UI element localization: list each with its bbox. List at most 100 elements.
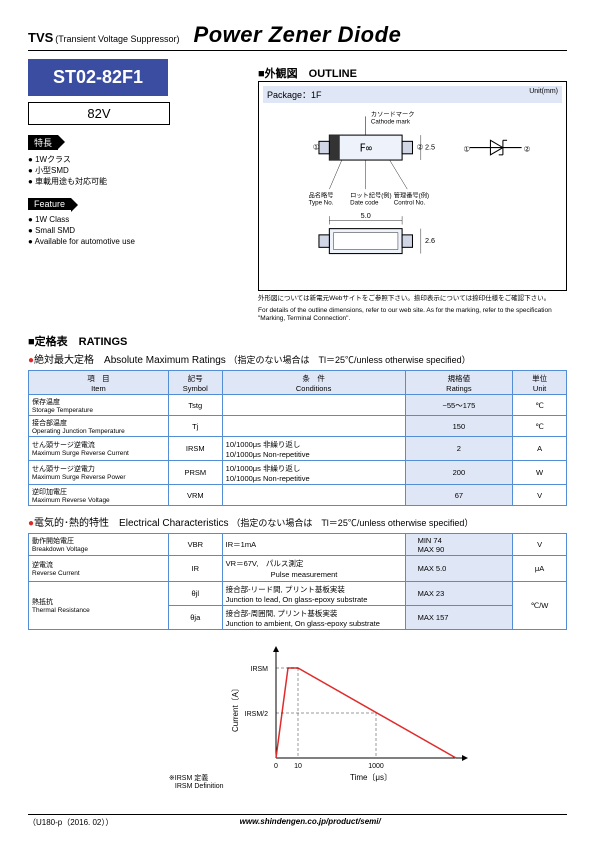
table-cell: 200 bbox=[405, 461, 513, 485]
svg-text:2.6: 2.6 bbox=[425, 236, 435, 245]
table-cell: 接合部-リード間, プリント基板実装 Junction to lead, On … bbox=[222, 582, 405, 606]
table-cell: 2 bbox=[405, 437, 513, 461]
col-conditions: 条 件 Conditions bbox=[222, 371, 405, 395]
table-cell: VR＝67V, パルス測定 Pulse measurement bbox=[222, 556, 405, 582]
col-symbol: 記号 Symbol bbox=[168, 371, 222, 395]
table-cell bbox=[222, 485, 405, 506]
table-cell: 逆電流Reverse Current bbox=[29, 556, 169, 582]
table-cell: ℃ bbox=[513, 395, 567, 416]
svg-text:Current〔A〕: Current〔A〕 bbox=[231, 684, 240, 732]
svg-text:②: ② bbox=[524, 145, 531, 154]
list-item: 1Wクラス bbox=[28, 154, 258, 165]
col-unit: 単位 Unit bbox=[513, 371, 567, 395]
main-title: Power Zener Diode bbox=[194, 22, 402, 48]
table-cell: W bbox=[513, 461, 567, 485]
table-cell: 10/1000μs 非繰り返し 10/1000μs Non-repetitive bbox=[222, 461, 405, 485]
table-cell: 67 bbox=[405, 485, 513, 506]
features-jp-tag: 特長 bbox=[28, 135, 58, 150]
tvs-label: TVS bbox=[28, 30, 53, 45]
col-ratings: 規格値 Ratings bbox=[405, 371, 513, 395]
table-cell: 接合部温度Operating Junction Temperature bbox=[29, 416, 169, 437]
table-cell: 逆印加電圧Maximum Reverse Voltage bbox=[29, 485, 169, 506]
svg-text:品名略号: 品名略号 bbox=[309, 191, 334, 199]
table-cell: せん頭サージ逆電流Maximum Surge Reverse Current bbox=[29, 437, 169, 461]
table-cell: 接合部-周囲間, プリント基板実装 Junction to ambient, O… bbox=[222, 606, 405, 630]
table-cell: Tj bbox=[168, 416, 222, 437]
chart-area: ※IRSM 定義 IRSM Definition IRSM IRSM/ bbox=[28, 638, 567, 790]
svg-text:②: ② bbox=[417, 143, 424, 152]
elec-subheader: ●電気的･熱的特性 Electrical Characteristics （指定… bbox=[28, 514, 567, 529]
table-cell: IR＝1mA bbox=[222, 534, 405, 556]
elec-table: 動作開始電圧Breakdown VoltageVBRIR＝1mAMIN 74 M… bbox=[28, 533, 567, 630]
svg-text:Type No.: Type No. bbox=[309, 200, 334, 207]
list-item: 小型SMD bbox=[28, 165, 258, 176]
table-cell: MAX 5.0 bbox=[405, 556, 513, 582]
table-cell: 10/1000μs 非繰り返し 10/1000μs Non-repetitive bbox=[222, 437, 405, 461]
svg-text:Cathode mark: Cathode mark bbox=[371, 119, 411, 126]
svg-text:1000: 1000 bbox=[368, 763, 384, 770]
features-en-list: 1W Class Small SMD Available for automot… bbox=[28, 214, 258, 248]
table-cell: ℃/W bbox=[513, 582, 567, 630]
table-cell: MAX 157 bbox=[405, 606, 513, 630]
table-cell: せん頭サージ逆電力Maximum Surge Reverse Power bbox=[29, 461, 169, 485]
table-cell bbox=[222, 395, 405, 416]
footer-url: www.shindengen.co.jp/product/semi/ bbox=[113, 817, 507, 828]
page-footer: （U180-p（2016. 02）） www.shindengen.co.jp/… bbox=[28, 814, 567, 828]
irsm-chart: IRSM IRSM/2 0 10 1000 Time〔μs〕 Current〔A… bbox=[226, 638, 486, 788]
outline-box: Package：1F Unit(mm) F∞ カソードマーク Cathode m… bbox=[258, 81, 567, 291]
revision-label: （U180-p（2016. 02）） bbox=[28, 817, 113, 828]
table-cell: 保存温度Storage Temperature bbox=[29, 395, 169, 416]
svg-text:2.5: 2.5 bbox=[425, 143, 435, 152]
table-cell: ℃ bbox=[513, 416, 567, 437]
table-cell: VBR bbox=[168, 534, 222, 556]
svg-text:F∞: F∞ bbox=[359, 143, 372, 155]
part-number-box: ST02-82F1 bbox=[28, 59, 168, 96]
svg-text:ロット記号(例): ロット記号(例) bbox=[350, 191, 391, 199]
outline-header: ■外観図 OUTLINE bbox=[258, 65, 567, 81]
table-cell: VRM bbox=[168, 485, 222, 506]
left-column: ST02-82F1 82V 特長 1Wクラス 小型SMD 車載用途も対応可能 F… bbox=[28, 59, 258, 323]
ratings-table: 項 目 Item 記号 Symbol 条 件 Conditions 規格値 Ra… bbox=[28, 370, 567, 506]
chart-note-jp: ※IRSM 定義 bbox=[169, 775, 208, 782]
table-cell: IR bbox=[168, 556, 222, 582]
right-column: ■外観図 OUTLINE Package：1F Unit(mm) F∞ カソード… bbox=[258, 59, 567, 323]
package-label: Package：1F bbox=[267, 88, 322, 101]
tvs-sublabel: (Transient Voltage Suppressor) bbox=[55, 34, 179, 44]
svg-text:①: ① bbox=[313, 143, 320, 152]
table-cell: IRSM bbox=[168, 437, 222, 461]
table-cell bbox=[222, 416, 405, 437]
unit-label: Unit(mm) bbox=[529, 88, 558, 101]
svg-text:IRSM: IRSM bbox=[251, 666, 269, 673]
ratings-header: ■定格表 RATINGS bbox=[28, 333, 567, 349]
features-en-tag: Feature bbox=[28, 198, 71, 210]
table-cell: θja bbox=[168, 606, 222, 630]
table-cell: MAX 23 bbox=[405, 582, 513, 606]
table-cell: Tstg bbox=[168, 395, 222, 416]
svg-text:Control No.: Control No. bbox=[394, 200, 426, 207]
svg-text:0: 0 bbox=[274, 763, 278, 770]
svg-text:管理番号(例): 管理番号(例) bbox=[394, 191, 429, 199]
features-jp-list: 1Wクラス 小型SMD 車載用途も対応可能 bbox=[28, 154, 258, 188]
list-item: Small SMD bbox=[28, 225, 258, 236]
table-cell: 熱抵抗Thermal Resistance bbox=[29, 582, 169, 630]
table-cell: A bbox=[513, 437, 567, 461]
voltage-box: 82V bbox=[28, 102, 170, 125]
page-header: TVS (Transient Voltage Suppressor) Power… bbox=[28, 22, 567, 51]
col-item: 項 目 Item bbox=[29, 371, 169, 395]
table-cell: MIN 74 MAX 90 bbox=[405, 534, 513, 556]
table-cell: V bbox=[513, 534, 567, 556]
svg-text:カソードマーク: カソードマーク bbox=[371, 111, 415, 118]
table-cell: θjl bbox=[168, 582, 222, 606]
list-item: Available for automotive use bbox=[28, 236, 258, 247]
svg-text:Time〔μs〕: Time〔μs〕 bbox=[350, 773, 392, 782]
outline-note-jp: 外形図については新電元Webサイトをご参照下さい。捺印表示については捺印仕様をご… bbox=[258, 295, 567, 303]
ratings-subheader: ●絶対最大定格 Absolute Maximum Ratings （指定のない場… bbox=[28, 351, 567, 366]
table-cell: −55〜175 bbox=[405, 395, 513, 416]
list-item: 1W Class bbox=[28, 214, 258, 225]
table-cell: V bbox=[513, 485, 567, 506]
chart-note-en: IRSM Definition bbox=[175, 783, 224, 790]
svg-text:10: 10 bbox=[294, 763, 302, 770]
svg-text:IRSM/2: IRSM/2 bbox=[245, 711, 268, 718]
svg-text:5.0: 5.0 bbox=[361, 211, 371, 220]
table-cell: PRSM bbox=[168, 461, 222, 485]
